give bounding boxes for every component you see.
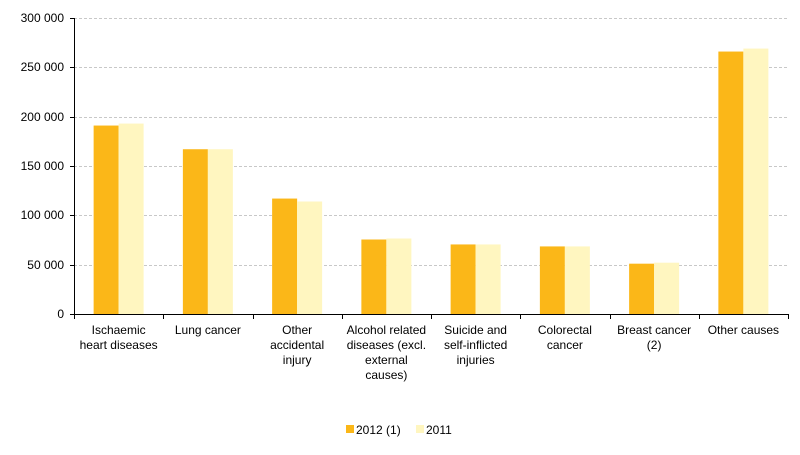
x-tick-label-line: Colorectal [538, 323, 592, 337]
x-tick-label: Other accidental injury [270, 323, 324, 367]
x-tick-label-line: injuries [457, 353, 495, 367]
x-tick-label-line: external [365, 353, 408, 367]
axes [70, 18, 789, 319]
x-tick-label-line: Breast cancer [617, 323, 691, 337]
bar-series-2 [743, 48, 769, 314]
legend-swatch [346, 425, 354, 433]
legend-label: 2011 [426, 423, 452, 437]
bar-series-2 [207, 149, 233, 314]
x-tick-label-line: Ischaemic [92, 323, 146, 337]
y-tick-label: 150 000 [21, 159, 65, 173]
bar-series-2 [564, 246, 590, 314]
y-tick-labels: 0 50 000 100 000 150 000 200 000 250 000 300 0… [21, 11, 65, 321]
x-tick-labels: Ischaemic heart diseases Lung cancer Other a… [80, 323, 779, 382]
bar-series-1 [539, 246, 565, 314]
x-tick-label: Alcohol related diseases (excl. external ca… [347, 323, 426, 382]
x-tick-label-line: accidental [270, 338, 324, 352]
bar-series-1 [272, 198, 298, 314]
x-tick-label-line: Alcohol related [347, 323, 426, 337]
x-tick-label: Lung cancer [175, 323, 241, 337]
y-tick-label: 250 000 [21, 60, 65, 74]
bar-series-1 [718, 51, 744, 315]
legend: 2012 (1) 2011 [346, 423, 452, 437]
x-tick-label-line: (2) [647, 338, 662, 352]
x-tick-label: Colorectal cancer [538, 323, 592, 352]
bar-series-2 [386, 238, 412, 314]
y-tick-label: 50 000 [27, 258, 64, 272]
bar-series-2 [475, 244, 501, 314]
bars [93, 48, 769, 315]
gridlines [74, 18, 788, 266]
bar-series-2 [654, 262, 680, 314]
x-tick-label: Ischaemic heart diseases [80, 323, 158, 352]
bar-series-2 [118, 123, 144, 314]
y-tick-label: 100 000 [21, 208, 65, 222]
x-tick-label-line: heart diseases [80, 338, 158, 352]
x-tick-label: Suicide and self-inflicted injuries [444, 323, 507, 367]
x-tick-label: Other causes [708, 323, 779, 337]
x-tick-label: Breast cancer (2) [617, 323, 691, 352]
x-tick-label-line: causes) [365, 368, 407, 382]
bar-series-1 [93, 125, 119, 315]
bar-series-2 [297, 201, 323, 314]
x-tick-label-line: Other [282, 323, 312, 337]
x-tick-label-line: injury [283, 353, 312, 367]
legend-swatch [416, 425, 424, 433]
x-tick-label-line: self-inflicted [444, 338, 507, 352]
y-tick-label: 0 [57, 307, 64, 321]
bar-series-1 [182, 149, 208, 314]
y-tick-label: 300 000 [21, 11, 65, 25]
x-tick-label-line: cancer [547, 338, 583, 352]
x-tick-label-line: diseases (excl. [347, 338, 426, 352]
bar-series-1 [450, 244, 476, 314]
y-tick-label: 200 000 [21, 110, 65, 124]
x-tick-label-line: Suicide and [444, 323, 507, 337]
legend-label: 2012 (1) [356, 423, 401, 437]
bar-series-1 [629, 263, 655, 314]
bar-series-1 [361, 239, 387, 314]
x-tick-label-line: Other causes [708, 323, 779, 337]
x-tick-label-line: Lung cancer [175, 323, 241, 337]
